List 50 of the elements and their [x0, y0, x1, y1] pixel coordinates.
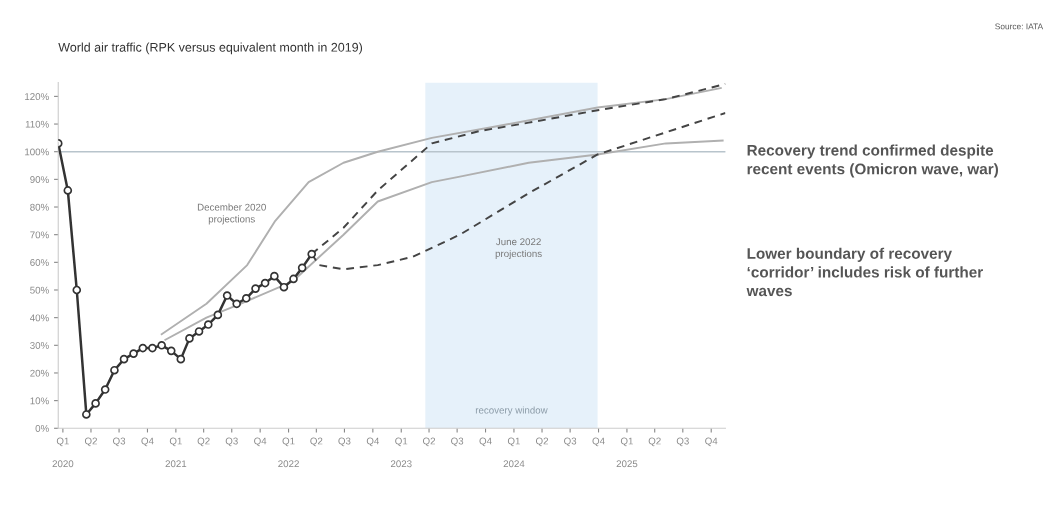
x-tick-label: Q2	[310, 437, 323, 447]
x-tick-label: Q4	[141, 437, 154, 447]
text: Recovery trend confirmed despite recent events (Omicron wave, war)	[747, 144, 999, 178]
annotation: June 2022 projections	[495, 238, 542, 259]
y-tick-label: 70%	[30, 231, 49, 239]
annotation: December 2020 projections	[197, 203, 266, 225]
band-label: recovery window	[475, 406, 548, 416]
x-tick-label: Q2	[648, 437, 661, 447]
text: 2020	[52, 460, 74, 468]
y-tick-label: 20%	[30, 369, 49, 377]
x-tick-label: Q1	[620, 437, 633, 447]
x-tick-label: Q3	[113, 437, 126, 447]
y-tick-label: 120%	[25, 93, 49, 101]
x-tick-label: Q2	[536, 437, 549, 447]
y-tick-label: 90%	[30, 176, 49, 183]
x-tick-label: Q4	[592, 437, 605, 447]
x-tick-label: Q3	[225, 437, 238, 447]
y-tick-label: 10%	[30, 397, 49, 405]
x-tick-label: Q4	[479, 437, 492, 447]
source-note: Source: IATA	[995, 23, 1044, 30]
text: 2025	[616, 460, 638, 468]
text: Lower boundary of recovery ‘corridor’ includes risk of further waves	[746, 247, 983, 297]
text: 2022	[278, 460, 299, 468]
y-tick-label: 100%	[25, 148, 49, 156]
x-tick-label: Q1	[507, 437, 520, 447]
text: 2024	[503, 460, 525, 468]
x-tick-label: Q2	[423, 437, 436, 447]
x-tick-label: Q4	[254, 437, 267, 447]
x-tick-label: Q1	[169, 437, 182, 447]
text: 2023	[390, 460, 412, 468]
x-tick-label: Q2	[197, 437, 210, 447]
text: 2021	[165, 460, 187, 468]
x-tick-label: Q3	[676, 437, 689, 447]
x-tick-label: Q1	[56, 437, 69, 447]
x-tick-label: Q3	[338, 437, 351, 447]
chart-title: World air traffic (RPK versus equivalent month in 2019)	[58, 42, 363, 55]
y-tick-label: 30%	[30, 342, 49, 349]
x-tick-label: Q1	[395, 437, 408, 447]
x-tick-label: Q3	[451, 437, 464, 447]
x-tick-label: Q4	[705, 437, 718, 447]
x-tick-label: Q4	[366, 437, 380, 447]
y-tick-label: 60%	[30, 259, 49, 266]
x-tick-label: Q2	[84, 437, 97, 447]
y-tick-label: 110%	[25, 120, 49, 128]
y-tick-label: 50%	[30, 286, 49, 294]
y-tick-label: 0%	[35, 425, 49, 432]
x-tick-label: Q3	[564, 437, 577, 447]
x-tick-label: Q1	[282, 437, 295, 447]
y-tick-label: 80%	[30, 203, 49, 211]
y-tick-label: 40%	[29, 314, 49, 322]
